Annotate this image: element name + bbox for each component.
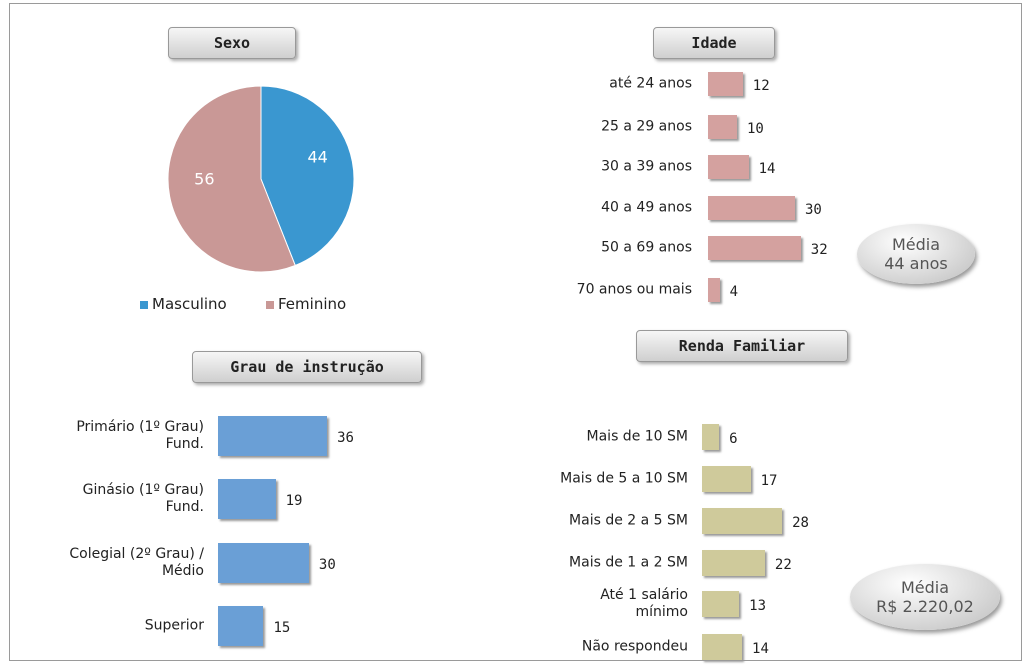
legend-label: Masculino xyxy=(152,295,227,313)
category-label: Mais de 1 a 2 SM xyxy=(569,554,688,571)
category-label: Superior xyxy=(144,617,204,634)
value-label: 6 xyxy=(729,431,738,447)
bar xyxy=(218,416,328,456)
value-label: 12 xyxy=(752,78,770,94)
value-label: 14 xyxy=(758,161,776,177)
bar xyxy=(702,508,783,534)
category-label: 70 anos ou mais xyxy=(576,281,692,298)
value-label: 17 xyxy=(760,473,778,489)
pie-slice xyxy=(167,85,296,273)
value-label: 14 xyxy=(752,641,769,657)
value-label: 32 xyxy=(810,242,828,258)
pie-label: 44 xyxy=(307,148,327,167)
category-label: Mais de 10 SM xyxy=(586,428,688,445)
category-label: 50 a 69 anos xyxy=(601,239,692,256)
category-label: 25 a 29 anos xyxy=(601,118,692,135)
bar xyxy=(708,155,749,179)
category-label: Não respondeu xyxy=(581,638,688,655)
category-label: Mais de 5 a 10 SM xyxy=(560,470,688,487)
bar xyxy=(708,278,720,302)
average-text: Média xyxy=(891,235,941,254)
legend-swatch xyxy=(140,301,148,309)
bar xyxy=(708,236,801,260)
value-label: 4 xyxy=(729,284,739,300)
bar xyxy=(218,543,309,583)
average-bubble: Média 44 anos xyxy=(857,224,975,284)
category-label: Ginásio (1º Grau) Fund. xyxy=(82,482,204,515)
category-label: Até 1 salário mínimo xyxy=(600,587,688,620)
bar xyxy=(218,606,264,646)
frame xyxy=(9,3,1022,661)
bar xyxy=(702,634,743,660)
value-label: 36 xyxy=(337,430,354,446)
section-title: Grau de instrução xyxy=(192,351,422,383)
value-label: 13 xyxy=(749,598,767,614)
category-label: Mais de 2 a 5 SM xyxy=(569,512,688,529)
category-label: Colegial (2º Grau) / Médio xyxy=(69,546,204,579)
value-label: 30 xyxy=(318,557,336,573)
value-label: 15 xyxy=(273,620,291,636)
bar xyxy=(708,196,795,220)
pie-label: 56 xyxy=(194,169,214,188)
section-title: Sexo xyxy=(168,27,296,59)
section-title: Idade xyxy=(653,27,775,59)
bar xyxy=(702,424,720,450)
bar xyxy=(218,479,276,519)
value-label: 22 xyxy=(774,557,792,573)
bar xyxy=(708,72,743,96)
category-label: 40 a 49 anos xyxy=(601,199,692,216)
average-text: R$ 2.220,02 xyxy=(876,597,974,616)
value-label: 28 xyxy=(792,515,809,531)
average-bubble: Média R$ 2.220,02 xyxy=(850,564,1000,630)
bar xyxy=(702,591,740,617)
category-label: até 24 anos xyxy=(609,75,692,92)
value-label: 19 xyxy=(285,493,303,509)
legend-label: Feminino xyxy=(278,295,347,313)
bar xyxy=(708,115,737,139)
section-title: Renda Familiar xyxy=(636,330,848,362)
value-label: 10 xyxy=(747,121,764,137)
bar xyxy=(702,466,751,492)
value-label: 30 xyxy=(805,202,822,218)
category-label: Primário (1º Grau) Fund. xyxy=(76,419,204,452)
average-text: 44 anos xyxy=(884,254,948,273)
average-text: Média xyxy=(900,578,950,597)
pie-slice xyxy=(260,85,355,267)
bar xyxy=(702,550,765,576)
category-label: 30 a 39 anos xyxy=(601,158,692,175)
legend-swatch xyxy=(266,301,274,309)
